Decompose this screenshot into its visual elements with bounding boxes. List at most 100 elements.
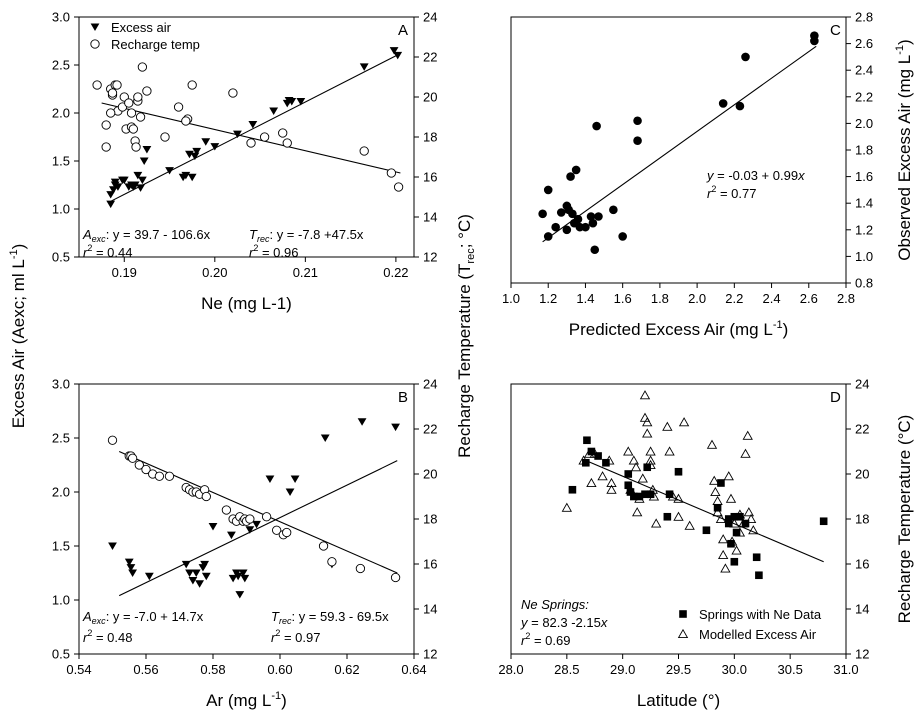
- data-point: [134, 460, 144, 470]
- data-point: [724, 519, 733, 528]
- r2-trec: r2 = 0.96: [249, 243, 298, 260]
- y2-tick-label: 24: [423, 10, 437, 25]
- data-point: [709, 475, 720, 485]
- data-point: [185, 569, 194, 577]
- data-point: [710, 486, 721, 496]
- y-tick-label: 2.0: [52, 485, 70, 500]
- panel-label: B: [398, 389, 408, 406]
- data-point: [130, 181, 140, 189]
- y2-tick-label: 2.2: [855, 89, 873, 104]
- data-point: [597, 471, 608, 481]
- y-tick-label: 2.5: [52, 431, 70, 446]
- data-point: [282, 138, 292, 148]
- data-point: [632, 507, 643, 517]
- data-point: [702, 526, 711, 535]
- y-tick-label: 1.0: [52, 593, 70, 608]
- data-point: [245, 526, 255, 534]
- fit-eq-aexc: Aexc: y = 39.7 - 106.6x: [82, 227, 211, 244]
- data-point: [126, 564, 136, 572]
- data-point: [165, 167, 174, 175]
- data-point: [108, 542, 117, 550]
- data-point: [726, 536, 738, 546]
- data-point: [107, 88, 118, 98]
- data-point: [748, 525, 759, 535]
- data-point: [296, 97, 306, 106]
- y2-tick-label: 2.6: [855, 36, 873, 51]
- y-tick-label: 2.0: [52, 106, 70, 121]
- data-point: [583, 448, 595, 458]
- data-point: [386, 168, 397, 178]
- data-point: [606, 484, 617, 494]
- data-point: [673, 493, 684, 503]
- data-point: [238, 569, 248, 577]
- data-point: [355, 563, 366, 574]
- data-point: [128, 124, 138, 134]
- y2-tick-label: 22: [855, 422, 869, 437]
- data-point: [633, 116, 642, 126]
- y-tick-label: 2.5: [52, 58, 70, 73]
- fit-eq-trec: Trec: y = 59.3 - 69.5x: [271, 609, 389, 626]
- y2-tick-label: 14: [423, 210, 437, 225]
- x-tick-label: 2.6: [800, 291, 818, 306]
- data-point: [357, 418, 367, 426]
- data-point: [139, 157, 149, 165]
- data-point: [646, 490, 655, 499]
- data-point: [642, 417, 653, 427]
- x-tick-label: 0.56: [133, 662, 158, 677]
- data-point: [110, 178, 120, 187]
- data-point: [173, 102, 184, 112]
- data-point: [630, 492, 638, 501]
- data-point: [628, 455, 640, 465]
- data-point: [732, 528, 741, 537]
- legend-label: Recharge temp: [111, 37, 200, 52]
- data-point: [137, 176, 147, 185]
- data-point: [586, 477, 597, 487]
- data-point: [160, 132, 170, 142]
- data-point: [645, 455, 656, 465]
- data-point: [126, 108, 137, 118]
- y-tick-label: 0.5: [52, 250, 70, 265]
- data-point: [735, 101, 745, 111]
- data-point: [734, 509, 746, 519]
- x-tick-label: 1.4: [576, 291, 594, 306]
- x-tick-label: 29.0: [610, 662, 635, 677]
- legend-marker: [90, 23, 100, 31]
- data-point: [566, 172, 575, 181]
- data-point: [587, 447, 596, 456]
- data-point: [228, 88, 238, 98]
- r2-aexc: r2 = 0.48: [83, 628, 132, 645]
- data-point: [736, 512, 744, 521]
- data-point: [113, 183, 123, 191]
- x-axis-label: Ne (mg L-1): [201, 294, 292, 313]
- data-point: [624, 470, 633, 478]
- data-point: [261, 512, 272, 522]
- data-point: [717, 549, 729, 559]
- y-tick-label: 1.5: [52, 154, 70, 169]
- data-point: [124, 98, 134, 108]
- x-tick-label: 2.8: [837, 291, 855, 306]
- data-point: [144, 572, 154, 581]
- legend-marker: [90, 39, 100, 49]
- data-point: [285, 488, 295, 496]
- x-tick-label: 0.21: [293, 265, 318, 280]
- y2-tick-label: 18: [423, 130, 437, 145]
- fit-line: [118, 460, 398, 597]
- y2-tick-label: 1.2: [855, 222, 873, 237]
- data-point: [248, 121, 258, 129]
- fit-eq-trec: Trec: y = -7.8 +47.5x: [249, 227, 364, 244]
- y2-tick-label: 12: [855, 647, 869, 662]
- y2-tick-label: 18: [855, 512, 869, 527]
- data-point: [164, 471, 175, 481]
- panel-A: 0.19 0.20 0.21 0.22 0.5 1.0 1.5 2.0 2.5 3.0 12 14 16…: [52, 10, 438, 314]
- fit-line: [110, 52, 401, 202]
- y2-tick-label: 1.8: [855, 143, 873, 158]
- y2-axis-label: Observed Excess Air (mg L-1): [894, 39, 914, 260]
- data-point: [106, 191, 116, 199]
- data-point: [752, 553, 761, 562]
- data-point: [724, 515, 733, 523]
- data-point: [187, 173, 197, 182]
- data-point: [252, 520, 261, 529]
- x-tick-label: 28.0: [498, 662, 523, 677]
- data-point: [233, 130, 242, 139]
- data-point: [582, 458, 590, 467]
